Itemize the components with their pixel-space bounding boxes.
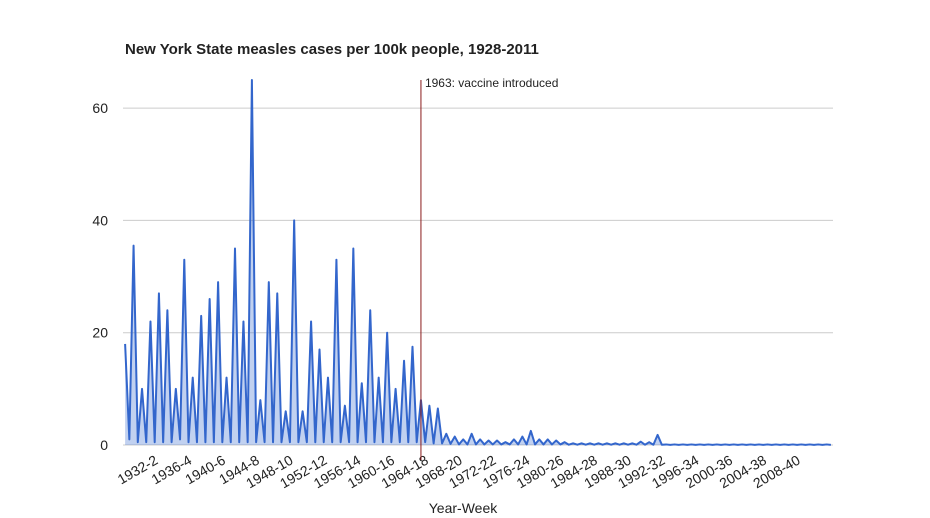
- y-tick-label: 0: [100, 437, 108, 453]
- y-tick-label: 40: [92, 212, 108, 228]
- chart-title: New York State measles cases per 100k pe…: [125, 41, 539, 58]
- line: [124, 79, 831, 446]
- x-axis-title: Year-Week: [429, 500, 498, 516]
- y-tick-label: 20: [92, 325, 108, 341]
- annotation-text: 1963: vaccine introduced: [425, 76, 558, 90]
- y-tick-label: 60: [92, 100, 108, 116]
